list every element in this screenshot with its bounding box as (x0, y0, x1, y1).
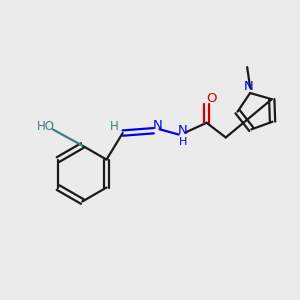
Text: N: N (244, 80, 254, 93)
Text: N: N (152, 119, 162, 132)
Text: H: H (110, 120, 118, 133)
Text: N: N (178, 124, 188, 137)
Text: O: O (207, 92, 217, 105)
Text: H: H (179, 137, 187, 148)
Text: HO: HO (38, 120, 56, 133)
